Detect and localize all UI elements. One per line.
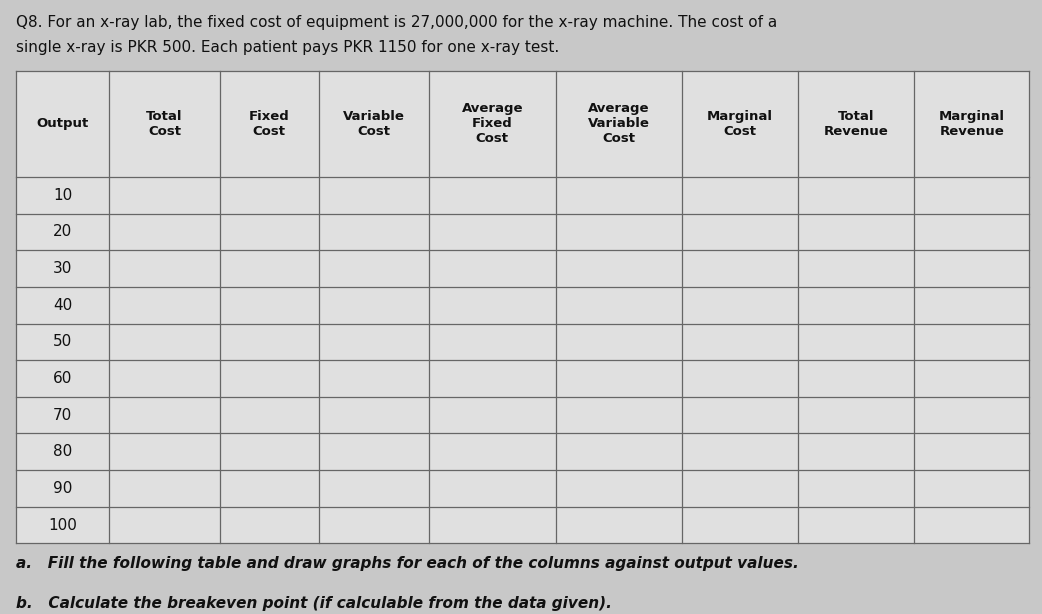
Text: b.   Calculate the breakeven point (if calculable from the data given).: b. Calculate the breakeven point (if cal… xyxy=(16,596,612,610)
Bar xyxy=(16,507,1029,543)
Text: 100: 100 xyxy=(48,518,77,532)
Text: Fixed
Cost: Fixed Cost xyxy=(249,110,290,138)
Text: 70: 70 xyxy=(53,408,72,422)
Text: a.   Fill the following table and draw graphs for each of the columns against ou: a. Fill the following table and draw gra… xyxy=(16,556,798,570)
Text: 30: 30 xyxy=(53,261,72,276)
Text: Variable
Cost: Variable Cost xyxy=(343,110,404,138)
Bar xyxy=(16,71,1029,177)
Bar xyxy=(16,214,1029,251)
Bar xyxy=(16,397,1029,433)
Text: Average
Fixed
Cost: Average Fixed Cost xyxy=(462,103,523,146)
Bar xyxy=(16,470,1029,507)
Text: Q8. For an x-ray lab, the fixed cost of equipment is 27,000,000 for the x-ray ma: Q8. For an x-ray lab, the fixed cost of … xyxy=(16,15,777,30)
Bar xyxy=(16,360,1029,397)
Text: Total
Revenue: Total Revenue xyxy=(823,110,888,138)
Bar xyxy=(16,324,1029,360)
Text: 80: 80 xyxy=(53,445,72,459)
Bar xyxy=(16,251,1029,287)
Text: single x-ray is PKR 500. Each patient pays PKR 1150 for one x-ray test.: single x-ray is PKR 500. Each patient pa… xyxy=(16,40,559,55)
Text: Output: Output xyxy=(36,117,89,130)
Text: 50: 50 xyxy=(53,335,72,349)
Bar xyxy=(16,433,1029,470)
Text: 60: 60 xyxy=(53,371,72,386)
Text: Marginal
Cost: Marginal Cost xyxy=(708,110,773,138)
Text: 20: 20 xyxy=(53,225,72,239)
Bar xyxy=(16,287,1029,324)
Text: 90: 90 xyxy=(53,481,72,496)
Text: 10: 10 xyxy=(53,188,72,203)
Text: Marginal
Revenue: Marginal Revenue xyxy=(939,110,1004,138)
Bar xyxy=(16,177,1029,214)
Text: Total
Cost: Total Cost xyxy=(146,110,182,138)
Text: 40: 40 xyxy=(53,298,72,313)
Text: Average
Variable
Cost: Average Variable Cost xyxy=(588,103,650,146)
